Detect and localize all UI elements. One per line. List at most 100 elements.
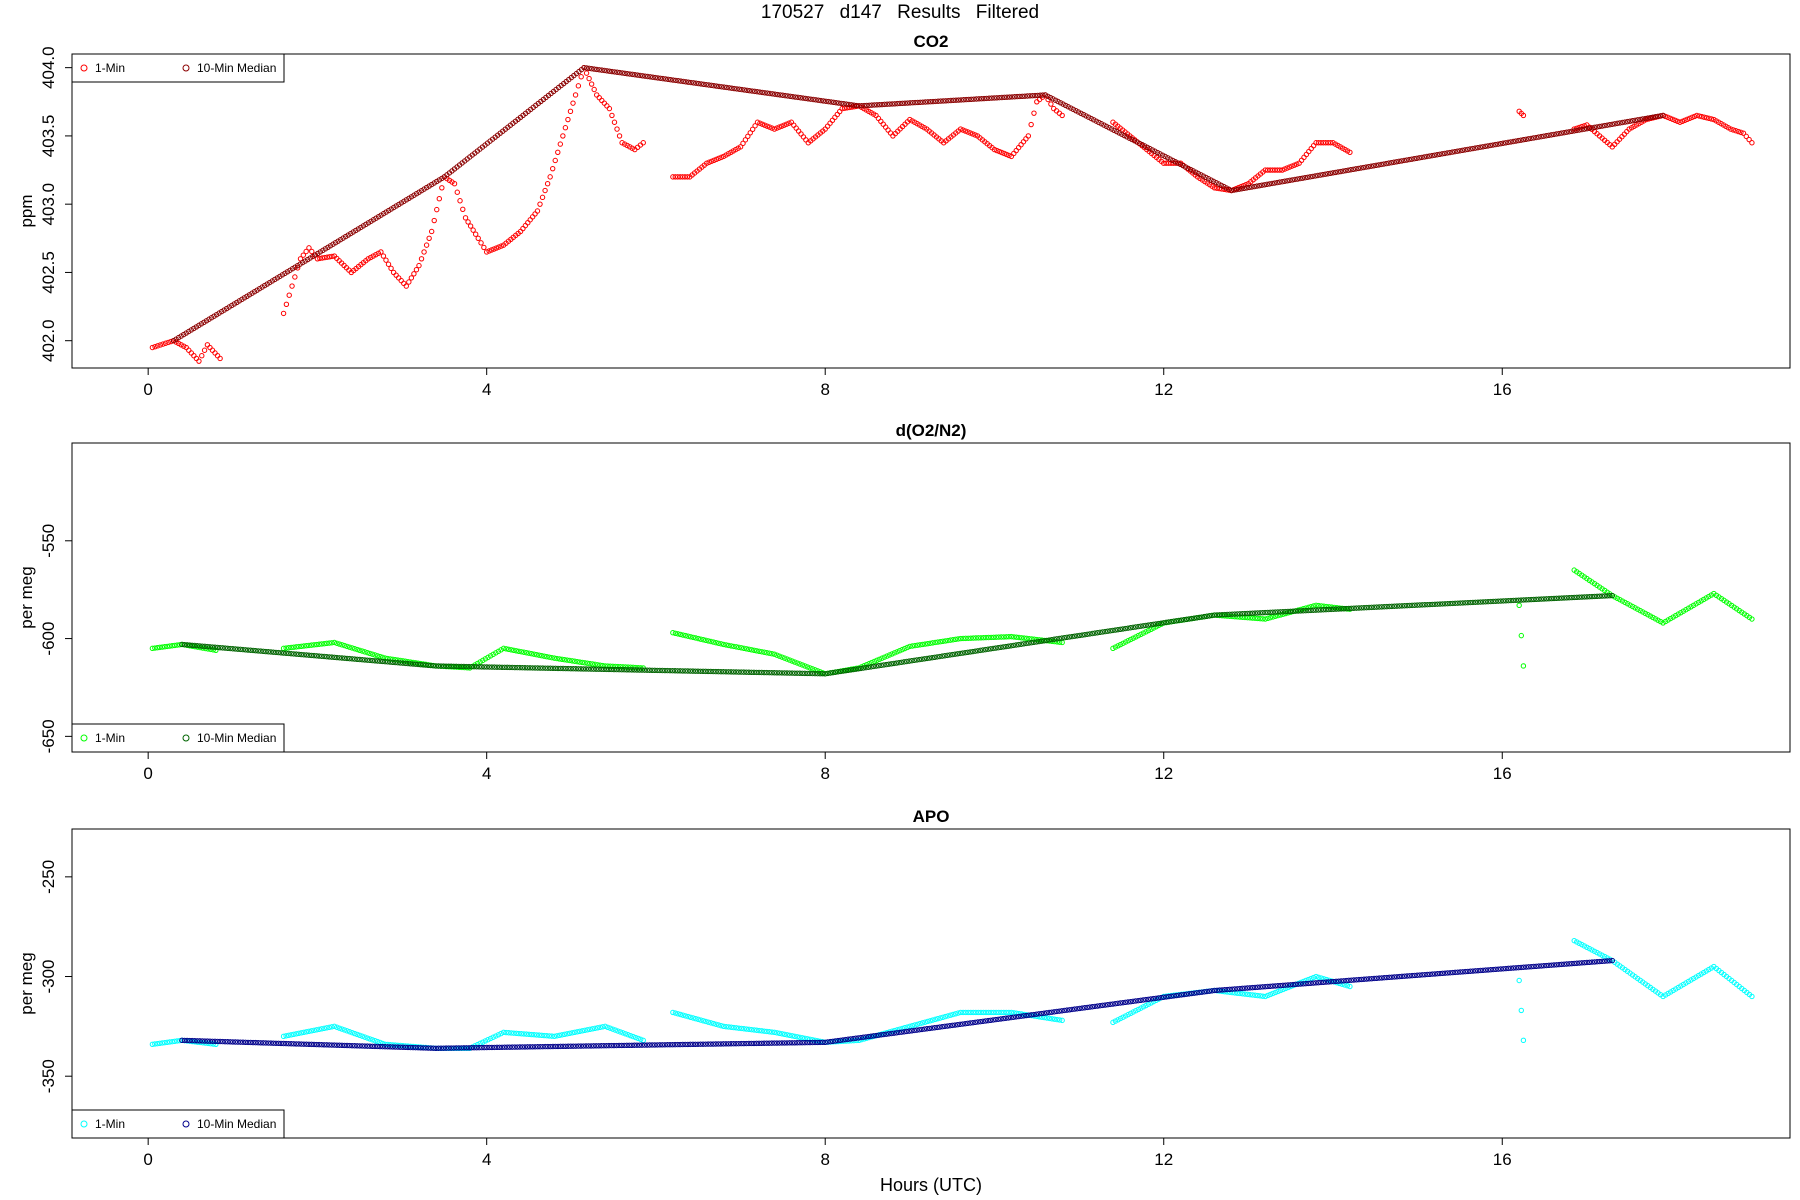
data-point bbox=[1221, 183, 1227, 190]
data-point bbox=[638, 1036, 644, 1043]
data-point bbox=[944, 652, 951, 659]
data-point bbox=[1234, 986, 1241, 992]
data-point bbox=[1421, 154, 1428, 160]
data-point bbox=[1160, 994, 1167, 1000]
data-point bbox=[1119, 131, 1125, 137]
data-point bbox=[751, 1040, 757, 1047]
data-point bbox=[1642, 115, 1648, 122]
data-point bbox=[1147, 145, 1153, 152]
data-point bbox=[1270, 609, 1276, 615]
data-point bbox=[1020, 1013, 1027, 1019]
data-point bbox=[1409, 602, 1415, 609]
data-point bbox=[1138, 623, 1144, 629]
data-point bbox=[1277, 609, 1284, 615]
data-point bbox=[1749, 993, 1755, 1000]
data-point bbox=[491, 664, 498, 670]
data-point bbox=[169, 643, 175, 649]
data-point bbox=[909, 100, 916, 106]
data-point bbox=[937, 638, 944, 645]
data-point bbox=[864, 102, 870, 109]
data-point bbox=[1558, 595, 1565, 601]
data-point bbox=[711, 83, 717, 89]
data-point bbox=[1299, 175, 1306, 181]
data-point bbox=[741, 1040, 747, 1047]
legend-label: 1-Min bbox=[95, 1117, 125, 1131]
data-point bbox=[341, 655, 348, 661]
data-point bbox=[362, 1043, 368, 1049]
data-point bbox=[756, 669, 762, 676]
data-point bbox=[533, 652, 540, 658]
data-point bbox=[1300, 608, 1306, 614]
data-point bbox=[779, 92, 786, 98]
data-point bbox=[454, 189, 460, 195]
data-point bbox=[967, 130, 973, 136]
data-point bbox=[1310, 142, 1317, 149]
data-point bbox=[891, 1030, 897, 1036]
data-point bbox=[1194, 615, 1200, 621]
data-point bbox=[588, 66, 595, 72]
data-point bbox=[1472, 599, 1479, 605]
data-point bbox=[1228, 187, 1235, 194]
data-point bbox=[1558, 961, 1565, 968]
data-point bbox=[415, 661, 421, 668]
data-point bbox=[930, 98, 936, 105]
data-point bbox=[1145, 627, 1152, 634]
data-point bbox=[996, 94, 1003, 101]
data-point bbox=[362, 657, 368, 663]
data-point bbox=[390, 269, 397, 276]
data-point bbox=[516, 1030, 522, 1037]
data-point bbox=[772, 91, 778, 97]
data-point bbox=[1209, 612, 1215, 619]
data-point bbox=[1254, 992, 1261, 999]
data-point bbox=[914, 1021, 921, 1027]
data-point bbox=[311, 642, 317, 648]
data-point bbox=[1257, 993, 1263, 999]
data-point bbox=[468, 1045, 475, 1051]
data-point bbox=[1541, 133, 1547, 139]
data-point bbox=[657, 667, 663, 674]
data-point bbox=[291, 651, 297, 657]
data-point bbox=[1396, 973, 1403, 980]
data-point bbox=[601, 666, 607, 673]
data-point bbox=[1092, 630, 1098, 636]
data-point bbox=[779, 1031, 785, 1037]
data-point bbox=[1684, 116, 1690, 123]
data-point bbox=[1370, 163, 1377, 169]
data-point bbox=[357, 1043, 363, 1049]
data-point bbox=[1480, 144, 1486, 150]
data-point bbox=[985, 646, 991, 652]
data-point bbox=[902, 645, 908, 652]
data-point bbox=[695, 80, 702, 87]
data-point bbox=[708, 668, 714, 675]
data-point bbox=[552, 1043, 559, 1050]
data-point bbox=[555, 665, 561, 672]
data-point bbox=[999, 94, 1005, 101]
data-point bbox=[937, 653, 943, 660]
data-point bbox=[713, 668, 719, 675]
data-point bbox=[1097, 629, 1103, 636]
data-point bbox=[518, 649, 525, 655]
data-point bbox=[1596, 123, 1603, 130]
data-point bbox=[1122, 639, 1129, 645]
data-point bbox=[561, 656, 568, 663]
data-point bbox=[838, 100, 844, 107]
data-point bbox=[583, 1043, 589, 1049]
data-point bbox=[1112, 644, 1119, 650]
data-point bbox=[1219, 987, 1225, 993]
data-point bbox=[883, 661, 889, 668]
data-point bbox=[1447, 600, 1453, 607]
data-point bbox=[1579, 594, 1585, 600]
data-point bbox=[573, 666, 579, 672]
x-tick-label: 16 bbox=[1493, 1150, 1512, 1169]
data-point bbox=[616, 69, 623, 76]
data-point bbox=[336, 1025, 343, 1031]
data-point bbox=[1023, 136, 1029, 142]
data-point bbox=[1743, 133, 1749, 140]
data-point bbox=[1112, 1000, 1118, 1007]
data-point bbox=[1008, 633, 1015, 640]
data-point bbox=[364, 657, 371, 663]
data-point bbox=[967, 1020, 973, 1026]
data-point bbox=[1343, 977, 1349, 984]
data-point bbox=[1267, 609, 1273, 616]
data-point bbox=[892, 101, 898, 107]
